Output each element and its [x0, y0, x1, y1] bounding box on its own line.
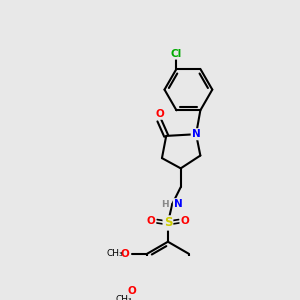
- Text: O: O: [128, 286, 136, 296]
- Text: CH₃: CH₃: [115, 295, 132, 300]
- Text: S: S: [164, 217, 172, 230]
- Text: O: O: [121, 249, 129, 259]
- Text: Cl: Cl: [171, 49, 182, 58]
- Text: N: N: [192, 129, 200, 139]
- Text: O: O: [181, 216, 189, 226]
- Text: CH₃: CH₃: [106, 249, 123, 258]
- Text: N: N: [174, 199, 183, 209]
- Text: O: O: [155, 109, 164, 119]
- Text: H: H: [161, 200, 169, 209]
- Text: O: O: [146, 216, 155, 226]
